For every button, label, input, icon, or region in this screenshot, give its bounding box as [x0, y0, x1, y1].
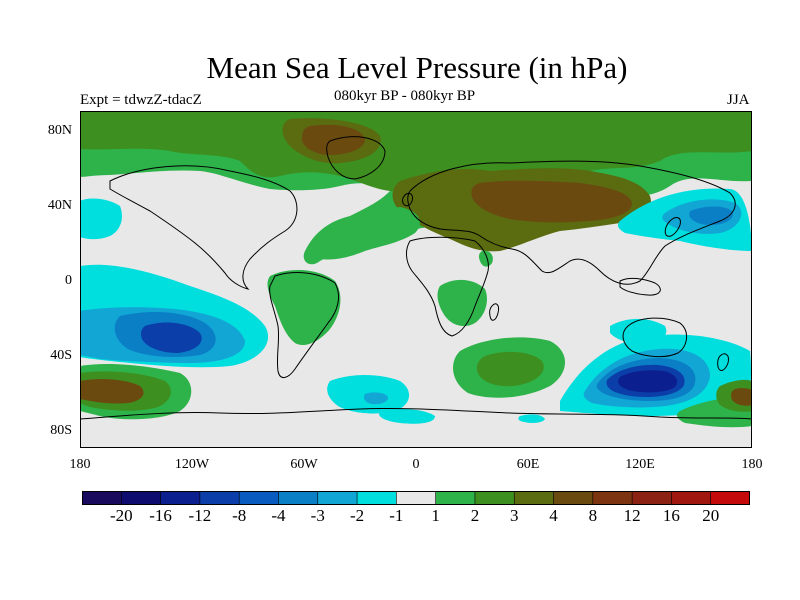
colorbar-swatch	[82, 491, 123, 505]
colorbar-label: -2	[349, 506, 365, 525]
colorbar-swatch	[435, 491, 476, 505]
field-aus-cyan	[610, 318, 667, 345]
colorbar-swatch	[474, 491, 516, 505]
field-samerica-green	[267, 269, 341, 346]
lat-tick-80s: 80S	[50, 423, 72, 438]
chart-title: Mean Sea Level Pressure (in hPa)	[206, 50, 628, 85]
colorbar-swatch	[396, 491, 437, 505]
experiment-label: Expt = tdwzZ-tdacZ	[80, 92, 202, 108]
coast-north-america	[109, 165, 298, 290]
colorbar-label: 1	[431, 506, 440, 525]
colorbar	[82, 491, 750, 505]
colorbar-label: 16	[662, 506, 680, 525]
map-frame	[80, 111, 752, 448]
lon-tick-180w: 180	[69, 457, 91, 472]
colorbar-label: 20	[702, 506, 720, 525]
season-label: JJA	[727, 92, 750, 108]
field-eurasia-brown	[471, 180, 632, 223]
colorbar-swatch	[553, 491, 594, 505]
lon-tick-180e: 180	[741, 457, 763, 472]
field-nepac-cyan	[80, 198, 122, 240]
coast-south-america	[269, 271, 339, 378]
colorbar-label: -20	[109, 506, 133, 525]
colorbar-swatch	[631, 491, 673, 505]
lon-tick-0: 0	[412, 457, 420, 472]
coast-madagascar	[489, 303, 499, 321]
field-antarctic-cyan-2	[518, 414, 545, 423]
lat-tick-80n: 80N	[47, 123, 72, 138]
colorbar-frame	[82, 491, 750, 505]
pressure-map	[80, 111, 752, 448]
colorbar-swatch	[710, 491, 750, 505]
colorbar-label: -3	[310, 506, 325, 525]
coast-japan	[664, 217, 681, 237]
lon-tick-120w: 120W	[174, 457, 210, 472]
colorbar-label: 3	[509, 506, 519, 525]
colorbar-swatch	[238, 491, 280, 505]
colorbar-label: 8	[588, 506, 598, 525]
coast-eurasia	[407, 160, 736, 285]
coast-maritime-se-asia	[619, 277, 661, 296]
colorbar-swatch	[356, 491, 398, 505]
colorbar-swatch	[513, 491, 555, 505]
field-sindian-olive	[476, 351, 544, 387]
field-sio-blue4	[618, 370, 678, 393]
coast-australia	[622, 317, 687, 358]
colorbar-swatch	[671, 491, 712, 505]
colorbar-label: -8	[232, 506, 247, 525]
coast-antarctica	[80, 407, 752, 420]
field-arctic-olive	[80, 111, 752, 194]
lat-tick-40s: 40S	[50, 348, 72, 363]
lon-tick-60e: 60E	[516, 457, 540, 472]
field-eafrica-green	[478, 250, 493, 267]
colorbar-swatch	[317, 491, 358, 505]
field-sw-brown	[80, 378, 144, 404]
colorbar-swatch	[278, 491, 319, 505]
lat-tick-0: 0	[65, 273, 72, 288]
colorbar-label: 4	[549, 506, 558, 525]
colorbar-swatch	[120, 491, 162, 505]
coast-greenland	[326, 136, 386, 180]
field-spac-blue3	[141, 322, 202, 353]
field-antarctic-cyan	[379, 408, 435, 424]
lon-tick-120e: 120E	[625, 457, 655, 472]
colorbar-swatch	[199, 491, 240, 505]
colorbar-label: 12	[623, 506, 641, 525]
colorbar-swatch	[160, 491, 201, 505]
colorbar-label: -1	[389, 506, 404, 525]
field-atlantic-green	[314, 207, 420, 260]
period-label: 080kyr BP - 080kyr BP	[334, 88, 476, 104]
coast-uk	[402, 192, 413, 207]
lon-tick-60w: 60W	[290, 457, 318, 472]
colorbar-label: -4	[271, 506, 286, 525]
field-satl-cyan-small	[363, 392, 389, 405]
coast-new-zealand	[717, 353, 729, 371]
lat-tick-40n: 40N	[47, 198, 72, 213]
colorbar-swatch	[592, 491, 633, 505]
colorbar-label: -16	[149, 506, 172, 525]
colorbar-label: 2	[470, 506, 480, 525]
field-se-brown	[731, 388, 752, 406]
colorbar-label: -12	[188, 506, 212, 525]
field-safrica-green	[437, 279, 487, 327]
coast-africa	[406, 236, 489, 337]
